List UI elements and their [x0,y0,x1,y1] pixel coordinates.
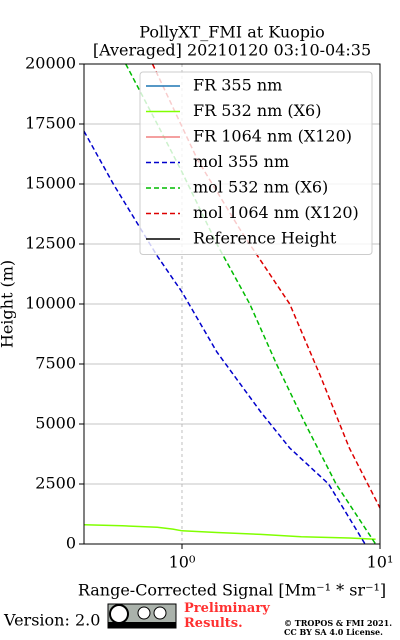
profile-line [84,524,376,540]
x-axis-label: Range-Corrected Signal [Mm⁻¹ * sr⁻¹] [78,581,386,600]
copyright: © TROPOS & FMI 2021. [284,618,392,628]
notice: Preliminary Results. [184,601,270,631]
legend-label: mol 355 nm [193,152,289,171]
legend-label: FR 1064 nm (X120) [193,127,352,146]
plot-frame [83,63,381,545]
y-tick-label: 15000 [25,174,76,193]
chart-subtitle: [Averaged] 20210120 03:10-04:35 [93,41,371,60]
x-tick-label: 10¹ [367,553,394,572]
notice-box: Preliminary Results. [184,601,270,631]
y-tick-label: 7500 [35,354,76,373]
y-tick-label: 10000 [25,294,76,313]
legend-label: mol 532 nm (X6) [193,178,328,197]
y-tick-label: 12500 [25,234,76,253]
y-tick-label: 0 [66,534,76,553]
y-tick-label: 5000 [35,414,76,433]
profile-line [84,130,366,544]
copyright: CC BY SA 4.0 License. [284,627,383,637]
legend-label: Reference Height [193,229,337,248]
legend-label: FR 355 nm [193,76,282,95]
legend-box [139,71,373,255]
x-tick-label: 10⁰ [169,553,196,572]
legend-label: mol 1064 nm (X120) [193,203,359,222]
y-tick-label: 20000 [25,54,76,73]
y-tick-label: 17500 [25,114,76,133]
version: Version: 2.0 [3,611,100,630]
y-tick-label: 2500 [35,474,76,493]
cc-logo [107,603,177,629]
chart-title: PollyXT_FMI at Kuopio [139,23,325,42]
y-axis-label: Height (m) [0,260,17,348]
legend-label: FR 532 nm (X6) [193,101,321,120]
